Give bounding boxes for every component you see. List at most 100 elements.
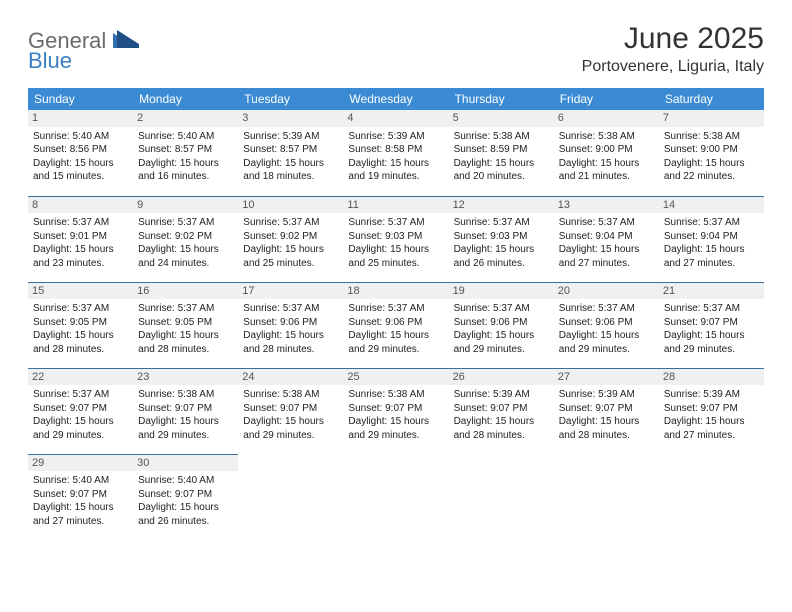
daylight-line: Daylight: 15 hours and 19 minutes. (348, 157, 443, 184)
sunset-line: Sunset: 9:03 PM (454, 230, 549, 244)
month-title: June 2025 (582, 22, 764, 56)
day-number: 30 (133, 455, 238, 472)
sunrise-line: Sunrise: 5:37 AM (559, 216, 654, 230)
day-number: 8 (28, 197, 133, 214)
calendar-week-row: 22Sunrise: 5:37 AMSunset: 9:07 PMDayligh… (28, 368, 764, 454)
calendar-day-cell: 7Sunrise: 5:38 AMSunset: 9:00 PMDaylight… (659, 110, 764, 196)
calendar-day-cell: 6Sunrise: 5:38 AMSunset: 9:00 PMDaylight… (554, 110, 659, 196)
calendar-day-cell: 2Sunrise: 5:40 AMSunset: 8:57 PMDaylight… (133, 110, 238, 196)
daylight-line: Daylight: 15 hours and 28 minutes. (559, 415, 654, 442)
sunrise-line: Sunrise: 5:37 AM (664, 302, 759, 316)
sunset-line: Sunset: 9:04 PM (559, 230, 654, 244)
day-number: 15 (28, 283, 133, 300)
sunrise-line: Sunrise: 5:39 AM (243, 130, 338, 144)
day-number: 17 (238, 283, 343, 300)
sunrise-line: Sunrise: 5:37 AM (33, 216, 128, 230)
day-number: 14 (659, 197, 764, 214)
sunrise-line: Sunrise: 5:40 AM (138, 474, 233, 488)
sunrise-line: Sunrise: 5:38 AM (454, 130, 549, 144)
day-header: Monday (133, 88, 238, 110)
sunset-line: Sunset: 8:57 PM (138, 143, 233, 157)
day-number: 3 (238, 110, 343, 127)
day-header: Tuesday (238, 88, 343, 110)
sunset-line: Sunset: 9:00 PM (559, 143, 654, 157)
daylight-line: Daylight: 15 hours and 28 minutes. (243, 329, 338, 356)
daylight-line: Daylight: 15 hours and 27 minutes. (559, 243, 654, 270)
daylight-line: Daylight: 15 hours and 29 minutes. (348, 329, 443, 356)
sunset-line: Sunset: 9:06 PM (454, 316, 549, 330)
sunrise-line: Sunrise: 5:37 AM (243, 216, 338, 230)
calendar-day-cell: 21Sunrise: 5:37 AMSunset: 9:07 PMDayligh… (659, 282, 764, 368)
calendar-day-cell: 4 Sunrise: 5:39 AMSunset: 8:58 PMDaylight… (343, 110, 448, 196)
calendar-header-row: SundayMondayTuesdayWednesdayThursdayFrid… (28, 88, 764, 110)
sunset-line: Sunset: 9:07 PM (348, 402, 443, 416)
day-number: 22 (28, 369, 133, 386)
sunset-line: Sunset: 9:02 PM (138, 230, 233, 244)
calendar-day-cell: 1Sunrise: 5:40 AMSunset: 8:56 PMDaylight… (28, 110, 133, 196)
sunrise-line: Sunrise: 5:37 AM (348, 216, 443, 230)
sunrise-line: Sunrise: 5:37 AM (243, 302, 338, 316)
daylight-line: Daylight: 15 hours and 22 minutes. (664, 157, 759, 184)
calendar-day-cell: 9Sunrise: 5:37 AMSunset: 9:02 PMDaylight… (133, 196, 238, 282)
calendar-day-cell: 23Sunrise: 5:38 AMSunset: 9:07 PMDayligh… (133, 368, 238, 454)
day-number: 19 (449, 283, 554, 300)
sunrise-line: Sunrise: 5:39 AM (348, 130, 443, 144)
calendar-day-cell: 28Sunrise: 5:39 AMSunset: 9:07 PMDayligh… (659, 368, 764, 454)
daylight-line: Daylight: 15 hours and 18 minutes. (243, 157, 338, 184)
day-number: 5 (449, 110, 554, 127)
sunrise-line: Sunrise: 5:37 AM (33, 388, 128, 402)
sunrise-line: Sunrise: 5:37 AM (664, 216, 759, 230)
calendar-week-row: 1Sunrise: 5:40 AMSunset: 8:56 PMDaylight… (28, 110, 764, 196)
daylight-line: Daylight: 15 hours and 27 minutes. (664, 243, 759, 270)
daylight-line: Daylight: 15 hours and 24 minutes. (138, 243, 233, 270)
calendar-empty-cell (449, 454, 554, 540)
sunrise-line: Sunrise: 5:38 AM (664, 130, 759, 144)
location-subtitle: Portovenere, Liguria, Italy (582, 58, 764, 76)
daylight-line: Daylight: 15 hours and 28 minutes. (138, 329, 233, 356)
calendar-body: 1Sunrise: 5:40 AMSunset: 8:56 PMDaylight… (28, 110, 764, 540)
day-number: 6 (554, 110, 659, 127)
calendar-page: General Blue June 2025 Portovenere, Ligu… (0, 0, 792, 558)
calendar-table: SundayMondayTuesdayWednesdayThursdayFrid… (28, 88, 764, 540)
sunset-line: Sunset: 9:07 PM (243, 402, 338, 416)
daylight-line: Daylight: 15 hours and 27 minutes. (33, 501, 128, 528)
calendar-day-cell: 13Sunrise: 5:37 AMSunset: 9:04 PMDayligh… (554, 196, 659, 282)
calendar-week-row: 8Sunrise: 5:37 AMSunset: 9:01 PMDaylight… (28, 196, 764, 282)
sunrise-line: Sunrise: 5:40 AM (33, 474, 128, 488)
sunrise-line: Sunrise: 5:39 AM (559, 388, 654, 402)
sunset-line: Sunset: 9:06 PM (559, 316, 654, 330)
sunrise-line: Sunrise: 5:38 AM (348, 388, 443, 402)
day-header: Saturday (659, 88, 764, 110)
sunrise-line: Sunrise: 5:39 AM (664, 388, 759, 402)
day-number: 4 (343, 110, 448, 127)
daylight-line: Daylight: 15 hours and 29 minutes. (559, 329, 654, 356)
day-number: 25 (343, 369, 448, 386)
sunrise-line: Sunrise: 5:38 AM (559, 130, 654, 144)
calendar-day-cell: 14Sunrise: 5:37 AMSunset: 9:04 PMDayligh… (659, 196, 764, 282)
day-number: 1 (28, 110, 133, 127)
brand-text: General Blue (28, 28, 139, 74)
daylight-line: Daylight: 15 hours and 28 minutes. (454, 415, 549, 442)
day-number: 2 (133, 110, 238, 127)
sunrise-line: Sunrise: 5:40 AM (33, 130, 128, 144)
sunrise-line: Sunrise: 5:37 AM (454, 302, 549, 316)
sunset-line: Sunset: 8:58 PM (348, 143, 443, 157)
day-number: 12 (449, 197, 554, 214)
sunrise-line: Sunrise: 5:39 AM (454, 388, 549, 402)
day-number: 7 (659, 110, 764, 127)
calendar-empty-cell (659, 454, 764, 540)
sunset-line: Sunset: 9:02 PM (243, 230, 338, 244)
sunset-line: Sunset: 9:06 PM (243, 316, 338, 330)
day-header: Thursday (449, 88, 554, 110)
calendar-day-cell: 16Sunrise: 5:37 AMSunset: 9:05 PMDayligh… (133, 282, 238, 368)
sunset-line: Sunset: 9:07 PM (33, 488, 128, 502)
daylight-line: Daylight: 15 hours and 26 minutes. (138, 501, 233, 528)
daylight-line: Daylight: 15 hours and 29 minutes. (33, 415, 128, 442)
daylight-line: Daylight: 15 hours and 29 minutes. (348, 415, 443, 442)
calendar-day-cell: 18Sunrise: 5:37 AMSunset: 9:06 PMDayligh… (343, 282, 448, 368)
calendar-day-cell: 17 Sunrise: 5:37 AMSunset: 9:06 PMDayligh… (238, 282, 343, 368)
calendar-empty-cell (554, 454, 659, 540)
calendar-day-cell: 25 Sunrise: 5:38 AMSunset: 9:07 PMDayligh… (343, 368, 448, 454)
daylight-line: Daylight: 15 hours and 27 minutes. (664, 415, 759, 442)
calendar-day-cell: 30Sunrise: 5:40 AMSunset: 9:07 PMDayligh… (133, 454, 238, 540)
